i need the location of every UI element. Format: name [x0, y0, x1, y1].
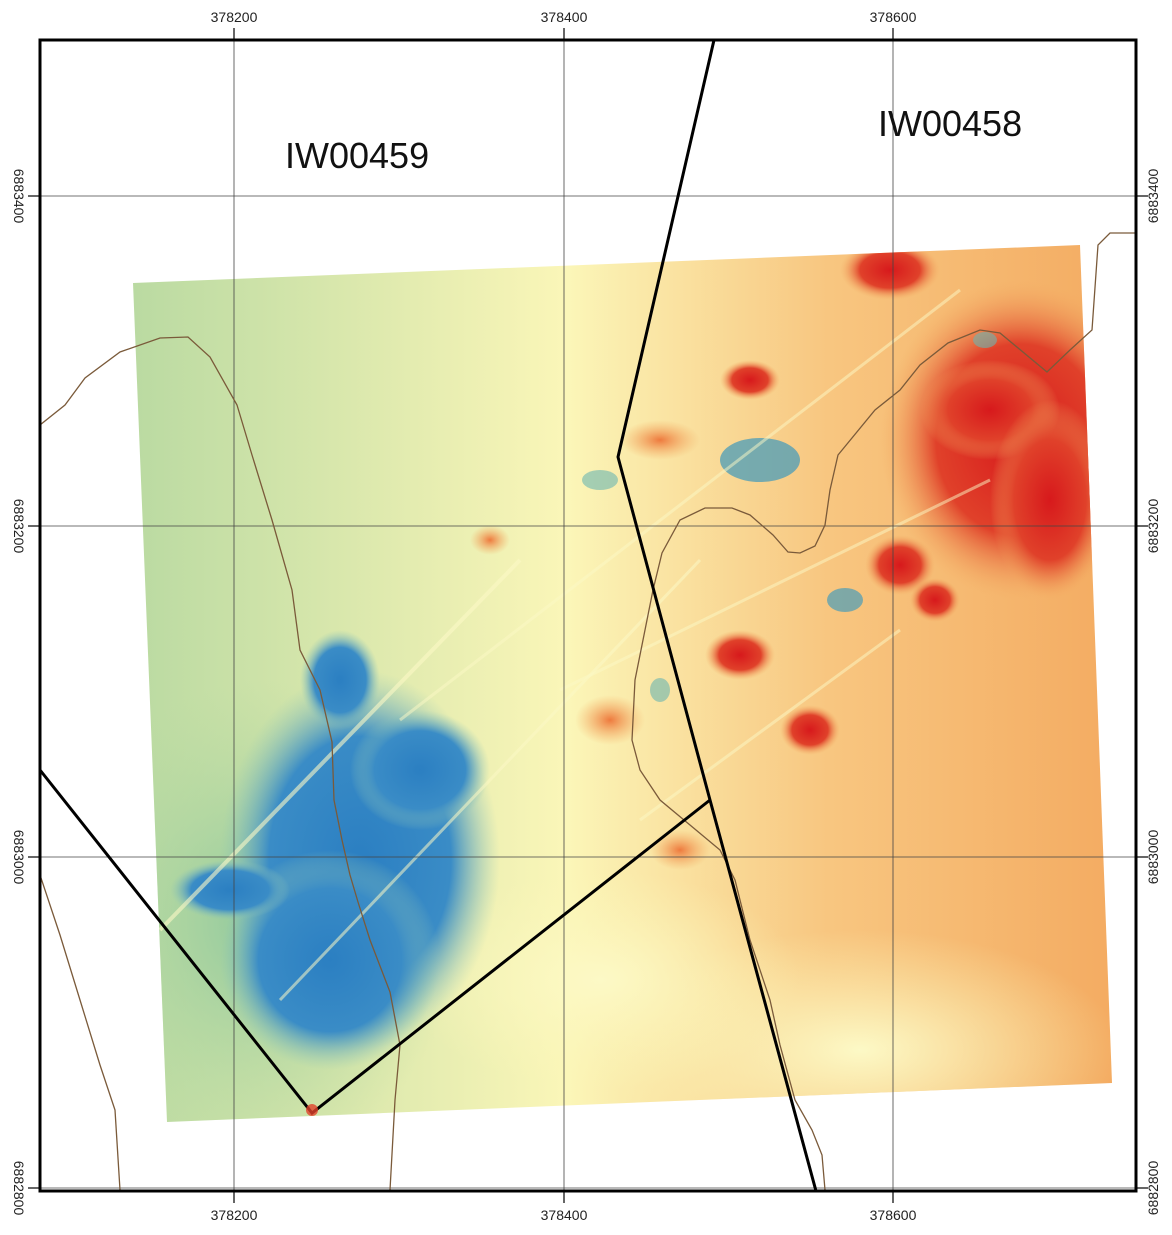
y-tick-label: 6883000 [1145, 830, 1161, 885]
region-label-iw00459: IW00459 [285, 135, 429, 176]
y-tick-label: 6882800 [1145, 1161, 1161, 1216]
y-tick-label: 6883400 [1145, 169, 1161, 224]
x-tick-label: 378200 [211, 1207, 258, 1223]
contour-lines [40, 232, 1136, 1191]
x-tick-label: 378400 [541, 9, 588, 25]
contour-line [40, 874, 121, 1191]
contour-line [631, 232, 1136, 1191]
map-frame [38, 38, 1138, 1193]
boundary-line [616, 40, 818, 1191]
y-tick-label: 6883000 [11, 830, 27, 885]
y-tick-label: 6883200 [1145, 499, 1161, 554]
boundary-vertex [306, 1104, 318, 1116]
x-tick-label: 378600 [870, 9, 917, 25]
x-tick-label: 378600 [870, 1207, 917, 1223]
x-tick-label: 378200 [211, 9, 258, 25]
y-tick-label: 6883400 [11, 169, 27, 224]
y-tick-labels-left: 6883400 6883200 6883000 6882800 [11, 169, 27, 1216]
graticule [40, 40, 1136, 1191]
y-tick-label: 6882800 [11, 1161, 27, 1216]
raster-surface [133, 245, 1112, 1122]
region-label-iw00458: IW00458 [878, 103, 1022, 144]
x-tick-label: 378400 [541, 1207, 588, 1223]
x-tick-labels-bottom: 378200 378400 378600 [211, 1207, 917, 1223]
y-tick-label: 6883200 [11, 499, 27, 554]
y-tick-labels-right: 6883400 6883200 6883000 6882800 [1145, 169, 1161, 1216]
x-tick-labels-top: 378200 378400 378600 [211, 9, 917, 25]
contour-line [40, 336, 401, 1191]
